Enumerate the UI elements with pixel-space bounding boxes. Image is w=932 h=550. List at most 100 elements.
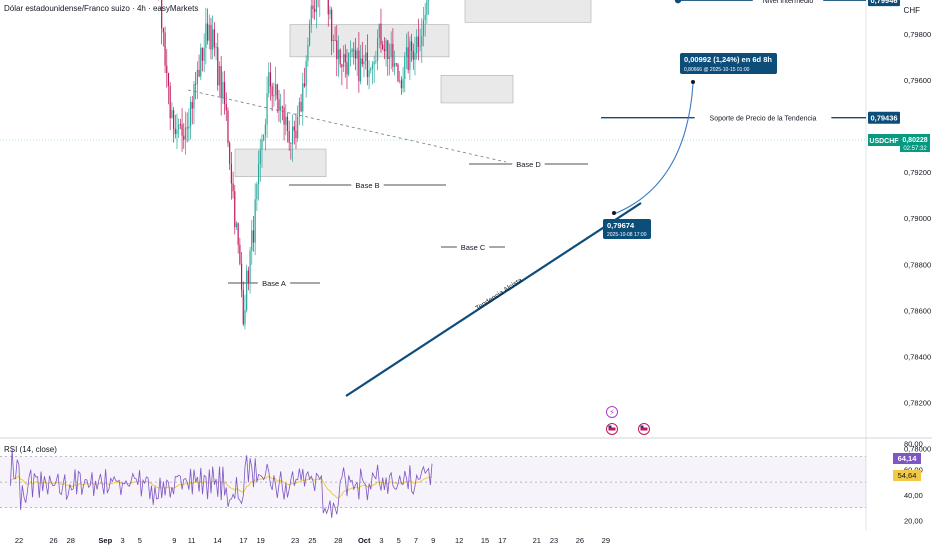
rsi-y-tick-label: 80,00: [904, 440, 923, 449]
candle-body: [271, 86, 273, 97]
candle-body: [225, 104, 227, 111]
current-price-tag: [900, 134, 930, 152]
candle-body: [206, 23, 209, 41]
candle-body: [242, 289, 244, 325]
candle-body: [361, 58, 363, 65]
candle-body: [196, 69, 198, 85]
candle-body: [257, 164, 260, 185]
candle-body: [161, 0, 163, 29]
x-tick-label: 9: [431, 536, 435, 545]
rsi-y-tick-label: 60,00: [904, 465, 923, 474]
candle-body: [368, 70, 370, 77]
projection-end-detail: 0,80666 @ 2025-10-15 01:00: [684, 67, 750, 73]
candle-body: [422, 20, 425, 36]
candle-body: [388, 56, 391, 59]
projection-end-dot: [691, 80, 695, 84]
current-price-symbol-tag: [868, 134, 900, 146]
candle-body: [280, 106, 282, 111]
candle-body: [169, 85, 171, 119]
candle-body: [237, 223, 239, 245]
x-tick-label: 19: [256, 536, 264, 545]
candle-body: [181, 124, 183, 136]
candle-body: [217, 47, 219, 86]
x-tick-label: Oct: [358, 536, 371, 545]
base-label-bg: [512, 159, 545, 169]
candle-body: [205, 23, 207, 49]
candle-body: [298, 101, 300, 117]
x-tick-label: 12: [455, 536, 463, 545]
lightning-event-icon: [606, 406, 618, 418]
candle-body: [191, 101, 193, 109]
y-tick-label: 0,78600: [904, 306, 931, 315]
base-label: Base C: [461, 243, 486, 252]
projection-start-box: [603, 219, 651, 239]
x-tick-label: 5: [397, 536, 401, 545]
candle-body: [244, 310, 246, 325]
candle-body: [252, 230, 255, 243]
candle-body: [387, 40, 389, 59]
projection-start-dot: [612, 211, 616, 215]
candle-body: [164, 32, 166, 66]
level-label: Nivel Intermedio: [763, 0, 814, 5]
candle-body: [240, 263, 243, 290]
candle-body: [259, 149, 261, 165]
base-box: [234, 148, 327, 178]
candle-body: [370, 68, 372, 71]
candle-body: [166, 65, 168, 73]
candle-body: [215, 47, 217, 48]
rsi-title: RSI (14, close): [4, 445, 57, 454]
candle-body: [176, 129, 178, 134]
candle-body: [314, 9, 316, 12]
rsi-value: 64,14: [898, 454, 918, 463]
y-tick-label: 0,79600: [904, 76, 931, 85]
level-anchor-dot: [674, 0, 682, 4]
x-tick-label: 9: [172, 536, 176, 545]
candle-body: [410, 41, 413, 52]
candle-body: [167, 72, 170, 86]
candle-body: [266, 93, 268, 125]
rsi-ma-tag: [893, 470, 921, 481]
rsi-value-tag: [893, 453, 921, 464]
candle-body: [281, 106, 283, 108]
candle-body: [427, 0, 430, 1]
projection-end-summary: 0,00992 (1,24%) en 6d 8h: [684, 55, 772, 64]
candle-body: [263, 134, 265, 140]
level-price-tag: [868, 111, 900, 124]
candle-body: [397, 64, 399, 82]
candle-body: [247, 270, 249, 283]
candle-body: [208, 24, 210, 41]
base-label-bg: [351, 180, 384, 190]
candle-body: [264, 124, 266, 135]
rsi-y-tick-label: 40,00: [904, 491, 923, 500]
candle-body: [383, 48, 385, 52]
x-tick-label: 26: [49, 536, 57, 545]
candle-body: [341, 64, 343, 67]
candle-body: [426, 0, 428, 15]
candle-body: [269, 72, 272, 87]
candle-body: [297, 116, 299, 139]
candle-body: [363, 61, 365, 65]
candle-body: [376, 38, 379, 61]
candle-body: [380, 23, 382, 45]
candle-body: [222, 81, 224, 99]
candle-body: [315, 0, 317, 12]
us-flag-canton: [608, 425, 612, 428]
candle-body: [288, 131, 290, 143]
y-tick-label: 0,79000: [904, 214, 931, 223]
candle-body: [382, 44, 384, 49]
candle-body: [300, 101, 302, 112]
base-box: [289, 24, 450, 58]
candle-body: [174, 128, 176, 134]
us-flag-canton: [640, 425, 644, 428]
candle-body: [178, 124, 180, 130]
candle-body: [342, 54, 345, 67]
candle-body: [195, 84, 197, 85]
base-box: [464, 0, 592, 23]
candle-body: [334, 40, 336, 42]
lightning-event-glyph: ⚡: [609, 408, 615, 417]
candle-body: [235, 223, 238, 228]
candle-body: [303, 83, 306, 87]
candle-body: [223, 81, 226, 105]
x-tick-label: 17: [498, 536, 506, 545]
